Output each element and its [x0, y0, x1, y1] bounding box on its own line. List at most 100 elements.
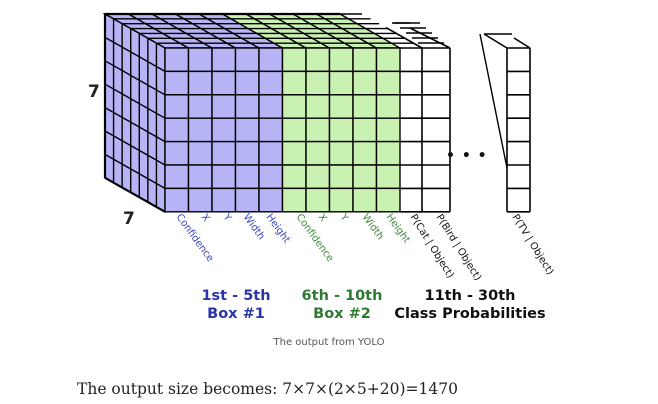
- output-size-formula: The output size becomes: 7×7×(2×5+20)=14…: [77, 380, 458, 398]
- grid-cell: [281, 140, 307, 166]
- outline: [104, 176, 166, 213]
- grid-cell: [234, 140, 260, 166]
- grid-cell: [187, 47, 213, 73]
- grid-cell: [164, 187, 190, 213]
- grid-cell: [187, 140, 213, 166]
- grid-cell: [258, 94, 284, 119]
- class-slice-line: [479, 33, 508, 169]
- group-label-name: Box #2: [313, 306, 371, 322]
- grid-cell: [305, 47, 331, 73]
- grid-cell: [328, 140, 354, 166]
- grid-cell: [234, 187, 260, 213]
- grid-cell: [305, 117, 331, 143]
- grid-cell: [187, 117, 213, 143]
- grid-cell: [187, 164, 213, 190]
- grid-cell: [211, 140, 237, 166]
- left-row-line: [104, 153, 166, 190]
- grid-cell: [352, 140, 378, 166]
- grid-cell: [258, 164, 284, 190]
- class-slice-line: [483, 33, 508, 49]
- left-row-line: [104, 83, 166, 119]
- figure-caption: The output from YOLO: [273, 337, 385, 348]
- grid-cell: [375, 140, 401, 166]
- box1-channel-label: Width: [241, 212, 267, 242]
- grid-cell: [187, 70, 213, 96]
- grid-cell: [234, 47, 260, 73]
- grid-cell: [375, 47, 401, 73]
- group-label-range: 11th - 30th: [425, 288, 516, 304]
- grid-cell: [375, 94, 401, 119]
- box1-channel-label: X: [199, 212, 212, 224]
- group-label-name: Box #1: [207, 306, 265, 322]
- box2-channel-label: Confidence: [294, 212, 336, 264]
- grid-cell: [305, 164, 331, 190]
- grid-size-label: 7: [88, 82, 100, 102]
- class-channel-label: P(TV | Object): [509, 213, 555, 277]
- group-label-name: Class Probabilities: [394, 306, 545, 322]
- grid-cell: [328, 70, 354, 96]
- grid-cell: [258, 47, 284, 73]
- grid-cell: [164, 47, 190, 73]
- class-slice-cat: [340, 13, 423, 213]
- left-row-line: [104, 36, 166, 73]
- grid-cell: [352, 164, 378, 190]
- box1-channel-label: Height: [264, 212, 292, 245]
- grid-cell: [211, 94, 237, 119]
- class-slice-line: [513, 37, 531, 49]
- grid-cell: [281, 94, 307, 119]
- grid-cell: [211, 164, 237, 190]
- grid-cell: [352, 117, 378, 143]
- grid-cell: [187, 94, 213, 119]
- class-slice-bird: [392, 22, 451, 213]
- grid-cell: [328, 117, 354, 143]
- grid-cell: [281, 117, 307, 143]
- grid-cell: [211, 47, 237, 73]
- grid-cell: [281, 164, 307, 190]
- grid-cell: [187, 187, 213, 213]
- grid-cell: [164, 117, 190, 143]
- left-row-line: [104, 60, 166, 96]
- grid-cell: [352, 47, 378, 73]
- grid-cell: [164, 140, 190, 166]
- grid-cell: [375, 164, 401, 190]
- grid-cell: [305, 94, 331, 119]
- grid-cell: [258, 117, 284, 143]
- grid-cell: [211, 117, 237, 143]
- grid-cell: [352, 187, 378, 213]
- box2-channel-label: X: [316, 212, 329, 224]
- grid-cell: [258, 70, 284, 96]
- grid-cell: [352, 70, 378, 96]
- grid-cell: [234, 70, 260, 96]
- grid-cell: [281, 47, 307, 73]
- class-slice-tv: [479, 33, 531, 213]
- grid-cell: [328, 94, 354, 119]
- grid-cell: [305, 187, 331, 213]
- grid-cell: [281, 187, 307, 213]
- class-channel-label: P(Bird | Object): [433, 213, 483, 283]
- box2-channel-label: Width: [360, 212, 386, 242]
- ellipsis: • • •: [446, 148, 488, 164]
- grid-cell: [211, 70, 237, 96]
- left-row-line: [104, 130, 166, 166]
- group-label-range: 1st - 5th: [201, 288, 270, 304]
- grid-cell: [164, 164, 190, 190]
- left-row-line: [104, 106, 166, 143]
- grid-cell: [352, 94, 378, 119]
- grid-cell: [258, 140, 284, 166]
- grid-cell: [305, 70, 331, 96]
- box1-channel-label: Confidence: [174, 212, 216, 264]
- grid-cell: [305, 140, 331, 166]
- grid-cell: [375, 70, 401, 96]
- grid-cell: [234, 94, 260, 119]
- grid-cell: [328, 187, 354, 213]
- grid-cell: [328, 164, 354, 190]
- grid-cell: [234, 164, 260, 190]
- box1-channel-label: Y: [220, 211, 234, 224]
- grid-cell: [234, 117, 260, 143]
- grid-cell: [328, 47, 354, 73]
- grid-cell: [258, 187, 284, 213]
- group-label-range: 6th - 10th: [302, 288, 383, 304]
- grid-cell: [375, 117, 401, 143]
- grid-cell: [211, 187, 237, 213]
